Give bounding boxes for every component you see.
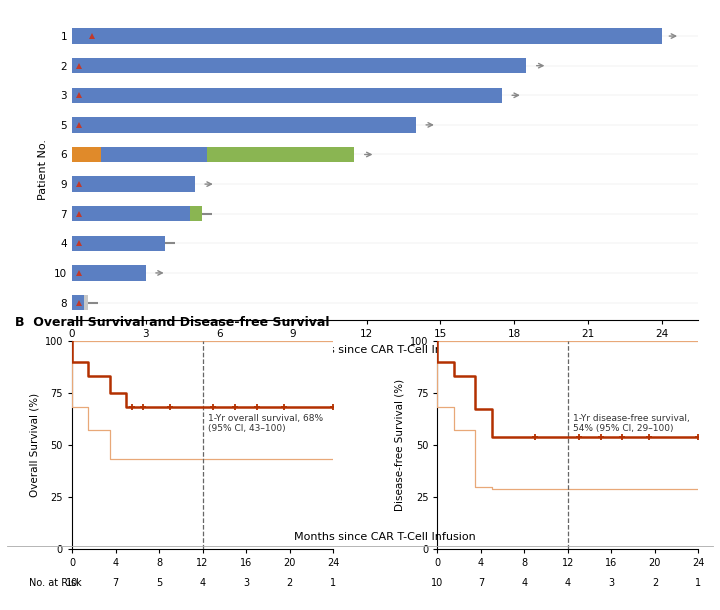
Y-axis label: Overall Survival (%): Overall Survival (%) bbox=[29, 393, 39, 497]
Bar bbox=[84, 295, 88, 310]
Bar bbox=[72, 295, 84, 310]
Bar bbox=[72, 147, 102, 162]
Bar bbox=[72, 117, 416, 132]
Bar bbox=[72, 88, 502, 103]
Bar bbox=[102, 147, 207, 162]
Text: No. at Risk: No. at Risk bbox=[29, 578, 81, 587]
Text: 4: 4 bbox=[564, 578, 571, 587]
Text: 3: 3 bbox=[608, 578, 614, 587]
Bar bbox=[72, 29, 662, 44]
X-axis label: Months since CAR T-Cell Infusion: Months since CAR T-Cell Infusion bbox=[294, 345, 476, 355]
Bar bbox=[190, 206, 202, 221]
Text: 4: 4 bbox=[521, 578, 528, 587]
Bar bbox=[72, 235, 166, 251]
Text: Months since CAR T-Cell Infusion: Months since CAR T-Cell Infusion bbox=[294, 532, 476, 542]
Text: 1-Yr overall survival, 68%
(95% CI, 43–100): 1-Yr overall survival, 68% (95% CI, 43–1… bbox=[208, 414, 323, 433]
Text: 2: 2 bbox=[652, 578, 658, 587]
Text: B  Overall Survival and Disease-free Survival: B Overall Survival and Disease-free Surv… bbox=[14, 316, 329, 329]
Text: 1: 1 bbox=[696, 578, 701, 587]
Text: 1: 1 bbox=[330, 578, 336, 587]
Text: 4: 4 bbox=[199, 578, 206, 587]
Text: 7: 7 bbox=[478, 578, 484, 587]
Bar bbox=[72, 206, 190, 221]
Text: 3: 3 bbox=[243, 578, 249, 587]
Text: 7: 7 bbox=[112, 578, 119, 587]
Bar bbox=[72, 58, 526, 73]
Bar bbox=[72, 265, 145, 281]
Y-axis label: Patient No.: Patient No. bbox=[38, 139, 48, 200]
Y-axis label: Disease-free Survival (%): Disease-free Survival (%) bbox=[395, 379, 405, 511]
Bar bbox=[72, 176, 195, 192]
Text: 10: 10 bbox=[431, 578, 444, 587]
Bar bbox=[207, 147, 354, 162]
Text: 1-Yr disease-free survival,
54% (95% CI, 29–100): 1-Yr disease-free survival, 54% (95% CI,… bbox=[573, 414, 690, 433]
Text: 10: 10 bbox=[66, 578, 78, 587]
Text: 5: 5 bbox=[156, 578, 162, 587]
Text: 2: 2 bbox=[287, 578, 292, 587]
